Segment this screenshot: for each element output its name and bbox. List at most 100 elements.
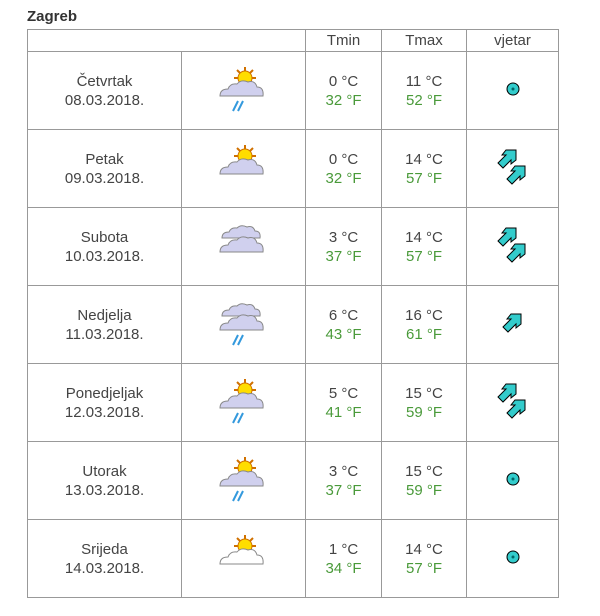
day-row: Srijeda 14.03.2018. 1 °C 34 °F 14 °C 57 °F — [27, 519, 559, 598]
tmin-celsius: 0 °C — [328, 150, 359, 168]
tmax-cell: 16 °C 61 °F — [381, 285, 467, 364]
sun-cloud-rain-icon — [218, 456, 264, 501]
tmax-cell: 15 °C 59 °F — [381, 441, 467, 520]
tmin-celsius: 3 °C — [328, 228, 359, 246]
cloudy-icon — [218, 224, 264, 252]
tmin-cell: 6 °C 43 °F — [305, 285, 382, 364]
tmax-fahrenheit: 57 °F — [405, 169, 442, 187]
day-cell: Četvrtak 08.03.2018. — [27, 51, 182, 130]
tmax-fahrenheit: 59 °F — [405, 481, 442, 499]
day-row: Petak 09.03.2018. 0 °C 32 °F 14 °C 57 °F — [27, 129, 559, 208]
day-name: Nedjelja — [77, 306, 132, 324]
tmax-cell: 14 °C 57 °F — [381, 129, 467, 208]
day-cell: Ponedjeljak 12.03.2018. — [27, 363, 182, 442]
weather-cell — [181, 363, 306, 442]
day-row: Četvrtak 08.03.2018. 0 °C 32 °F 11 °C 52 °F — [27, 51, 559, 130]
wind-cell — [466, 441, 559, 520]
day-date: 14.03.2018. — [64, 559, 145, 577]
weather-cell — [181, 207, 306, 286]
day-row: Utorak 13.03.2018. 3 °C 37 °F 15 °C 59 °F — [27, 441, 559, 520]
day-row: Ponedjeljak 12.03.2018. 5 °C 41 °F 15 °C 59… — [27, 363, 559, 442]
wind-calm-icon — [506, 472, 519, 485]
weather-cell — [181, 519, 306, 598]
tmax-celsius: 15 °C — [405, 384, 443, 402]
tmin-cell: 3 °C 37 °F — [305, 207, 382, 286]
tmax-fahrenheit: 61 °F — [405, 325, 442, 343]
day-name: Ponedjeljak — [65, 384, 144, 402]
tmin-fahrenheit: 37 °F — [325, 247, 362, 265]
day-row: Nedjelja 11.03.2018. 6 °C 43 °F 16 °C 61 °F — [27, 285, 559, 364]
day-date: 10.03.2018. — [64, 247, 145, 265]
day-date: 09.03.2018. — [64, 169, 145, 187]
tmin-fahrenheit: 34 °F — [325, 559, 362, 577]
sun-cloud-rain-icon — [218, 378, 264, 423]
tmax-celsius: 14 °C — [405, 150, 443, 168]
header-tmin: Tmin — [305, 29, 382, 52]
weather-cell — [181, 285, 306, 364]
header-day — [27, 29, 306, 52]
day-date: 11.03.2018. — [65, 325, 144, 343]
wind-cell — [466, 51, 559, 130]
weather-cell — [181, 441, 306, 520]
tmax-celsius: 16 °C — [405, 306, 443, 324]
tmin-cell: 5 °C 41 °F — [305, 363, 382, 442]
weather-cell — [181, 51, 306, 130]
day-row: Subota 10.03.2018. 3 °C 37 °F 14 °C 57 °F — [27, 207, 559, 286]
tmin-cell: 0 °C 32 °F — [305, 129, 382, 208]
tmax-celsius: 15 °C — [405, 462, 443, 480]
tmax-cell: 15 °C 59 °F — [381, 363, 467, 442]
day-cell: Subota 10.03.2018. — [27, 207, 182, 286]
header-tmax: Tmax — [381, 29, 467, 52]
tmin-fahrenheit: 32 °F — [325, 91, 362, 109]
tmax-cell: 11 °C 52 °F — [381, 51, 467, 130]
tmin-fahrenheit: 32 °F — [325, 169, 362, 187]
day-name: Srijeda — [81, 540, 128, 558]
tmax-fahrenheit: 57 °F — [405, 559, 442, 577]
wind-cell — [466, 519, 559, 598]
sun-light-cloud-icon — [218, 534, 264, 564]
day-name: Subota — [80, 228, 129, 246]
city-title: Zagreb — [27, 8, 78, 25]
wind-cell — [466, 285, 559, 364]
wind-arrow-ne-icon — [501, 313, 521, 333]
wind-cell — [466, 129, 559, 208]
tmax-cell: 14 °C 57 °F — [381, 207, 467, 286]
wind-calm-icon — [506, 82, 519, 95]
day-cell: Srijeda 14.03.2018. — [27, 519, 182, 598]
wind-double-arrow-ne-icon — [496, 149, 525, 185]
wind-cell — [466, 207, 559, 286]
tmax-fahrenheit: 52 °F — [405, 91, 442, 109]
tmin-celsius: 5 °C — [328, 384, 359, 402]
cloud-rain-icon — [218, 302, 264, 345]
tmin-cell: 0 °C 32 °F — [305, 51, 382, 130]
tmin-cell: 1 °C 34 °F — [305, 519, 382, 598]
day-cell: Nedjelja 11.03.2018. — [27, 285, 182, 364]
tmin-cell: 3 °C 37 °F — [305, 441, 382, 520]
sun-cloud-rain-icon — [218, 66, 264, 111]
tmin-celsius: 1 °C — [328, 540, 359, 558]
tmax-celsius: 14 °C — [405, 540, 443, 558]
day-name: Četvrtak — [76, 72, 133, 90]
tmax-cell: 14 °C 57 °F — [381, 519, 467, 598]
tmin-celsius: 6 °C — [328, 306, 359, 324]
tmin-fahrenheit: 43 °F — [325, 325, 362, 343]
day-cell: Petak 09.03.2018. — [27, 129, 182, 208]
header-row: Tmin Tmax vjetar — [27, 29, 559, 52]
wind-calm-icon — [506, 550, 519, 563]
day-cell: Utorak 13.03.2018. — [27, 441, 182, 520]
tmin-fahrenheit: 37 °F — [325, 481, 362, 499]
day-date: 13.03.2018. — [64, 481, 145, 499]
tmax-fahrenheit: 57 °F — [405, 247, 442, 265]
wind-double-arrow-ne-icon — [496, 227, 525, 263]
day-name: Utorak — [82, 462, 127, 480]
wind-double-arrow-ne-icon — [496, 383, 525, 419]
sun-cloud-icon — [218, 144, 264, 174]
header-wind: vjetar — [466, 29, 559, 52]
wind-cell — [466, 363, 559, 442]
tmax-celsius: 14 °C — [405, 228, 443, 246]
weather-cell — [181, 129, 306, 208]
tmax-celsius: 11 °C — [405, 72, 443, 90]
tmin-celsius: 0 °C — [328, 72, 359, 90]
forecast-table: Tmin Tmax vjetar Četvrtak 08.03.2018. 0 °… — [27, 29, 559, 598]
tmin-fahrenheit: 41 °F — [325, 403, 362, 421]
